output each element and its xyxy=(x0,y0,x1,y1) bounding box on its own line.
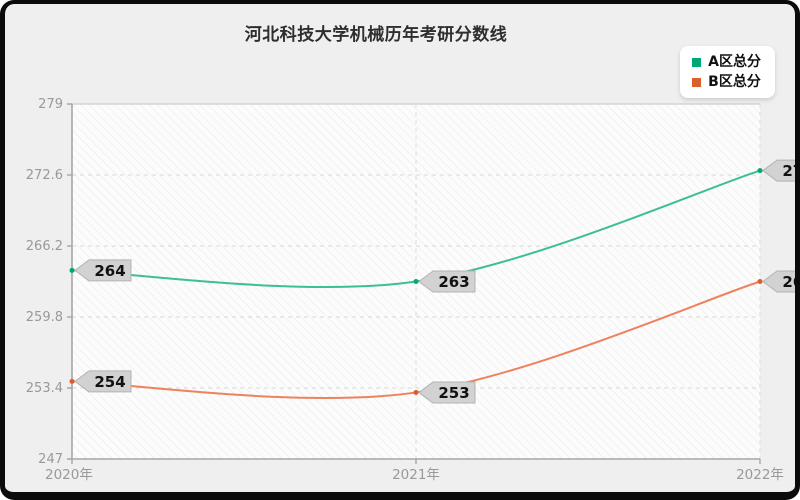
data-label-value: 263 xyxy=(438,273,469,291)
data-point-marker xyxy=(69,378,75,384)
data-point-marker xyxy=(69,267,75,273)
y-axis-label: 272.6 xyxy=(26,168,63,183)
y-axis-label: 247 xyxy=(38,452,63,467)
data-label-value: 253 xyxy=(438,384,469,402)
legend-swatch-a-icon xyxy=(692,57,702,67)
data-label-value: 273 xyxy=(782,162,800,180)
data-point-marker xyxy=(413,279,419,284)
legend-label-b-zone: B区总分 xyxy=(708,74,761,90)
legend-swatch-b-icon xyxy=(692,77,702,87)
x-axis-label: 2022年 xyxy=(736,467,784,483)
x-axis-label: 2021年 xyxy=(392,467,440,483)
data-label-value: 264 xyxy=(94,262,125,280)
data-label-callout xyxy=(418,381,476,404)
data-label-callout xyxy=(418,270,476,293)
data-point-marker xyxy=(757,168,763,174)
data-label-value: 254 xyxy=(94,373,125,391)
chart-title: 河北科技大学机械历年考研分数线 xyxy=(244,25,508,45)
data-point-marker xyxy=(413,389,419,395)
data-label-value: 263 xyxy=(782,273,800,291)
legend-item-b-zone[interactable]: B区总分 xyxy=(692,75,761,89)
y-axis-label: 253.4 xyxy=(26,381,63,396)
data-point-marker xyxy=(757,279,763,284)
data-label-callout xyxy=(762,159,795,182)
data-label-callout xyxy=(74,259,132,282)
x-axis-label: 2020年 xyxy=(45,467,93,483)
data-label-callout xyxy=(74,370,132,393)
y-axis-label: 259.8 xyxy=(26,310,63,325)
legend-item-a-zone[interactable]: A区总分 xyxy=(692,55,761,69)
y-axis-label: 266.2 xyxy=(26,239,63,254)
legend-label-a-zone: A区总分 xyxy=(708,54,761,70)
data-label-callout xyxy=(762,270,795,293)
y-axis-label: 279 xyxy=(38,97,63,112)
line-chart: 247 253.4 259.8 266.2 272.6 279 2020年 2021年 2022… xyxy=(26,97,800,483)
legend: A区总分 B区总分 xyxy=(680,46,775,98)
